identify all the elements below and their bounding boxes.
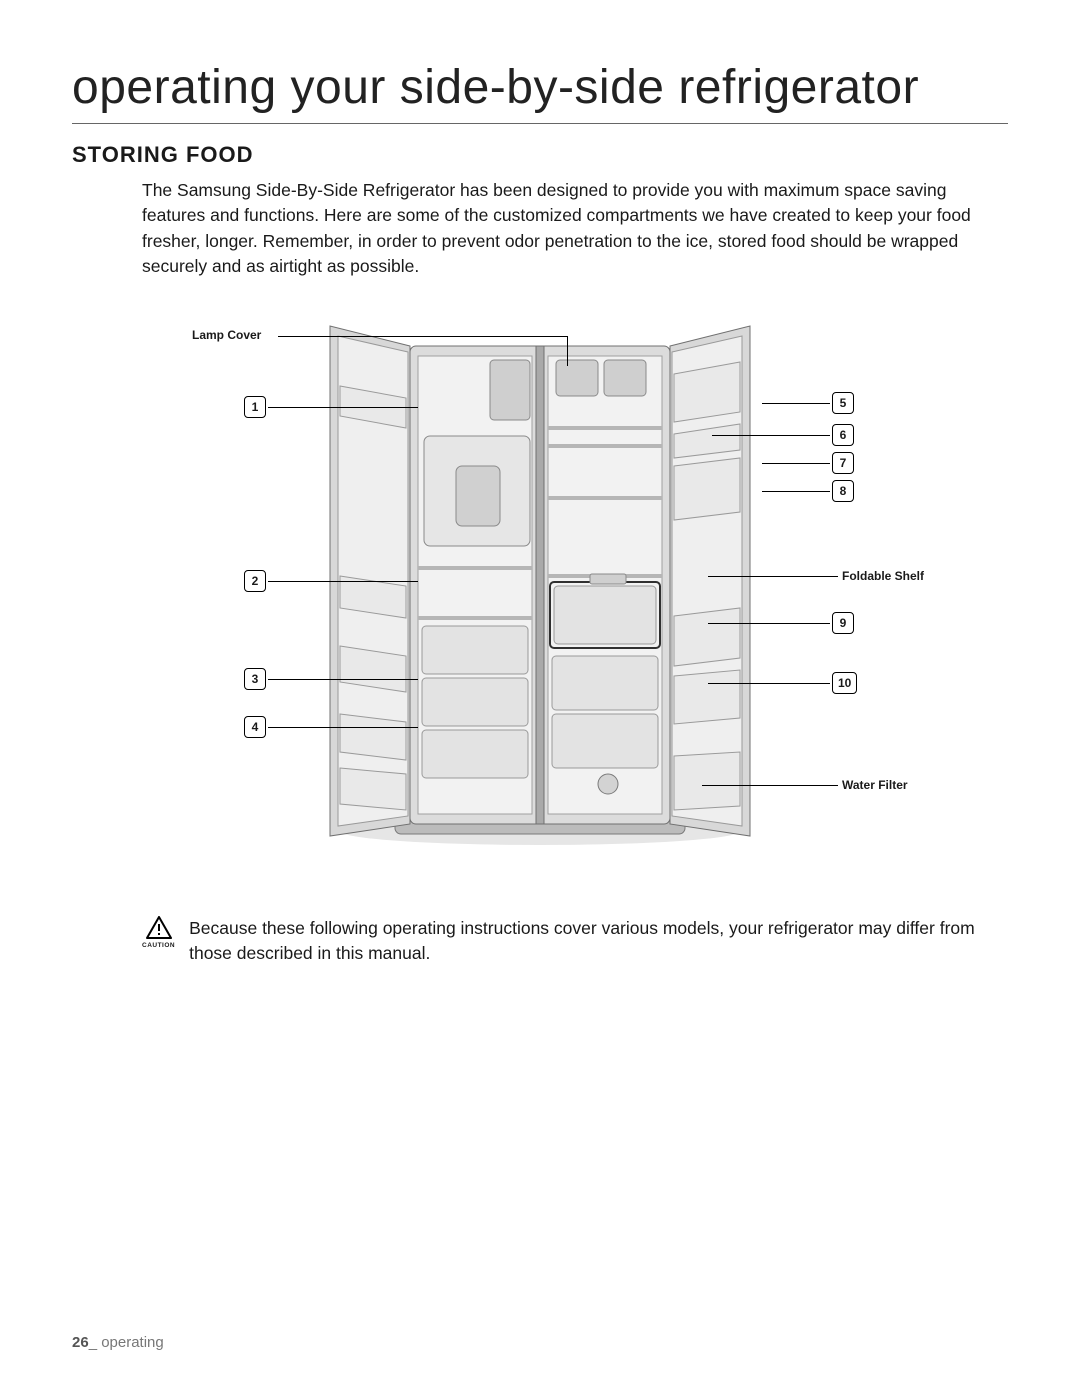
page-number: 26 [72,1334,89,1351]
intro-paragraph: The Samsung Side-By-Side Refrigerator ha… [142,178,1008,280]
callout-6: 6 [832,424,854,446]
callout-1: 1 [244,396,266,418]
leader-6 [712,435,830,436]
label-water-filter: Water Filter [842,778,908,792]
callout-2: 2 [244,570,266,592]
leader-lamp-cover [278,336,568,337]
leader-4 [268,727,418,728]
callout-3: 3 [244,668,266,690]
section-heading: STORING FOOD [72,142,1008,168]
callout-8: 8 [832,480,854,502]
callout-5: 5 [832,392,854,414]
callout-10: 10 [832,672,857,694]
leader-3 [268,679,418,680]
label-foldable-shelf: Foldable Shelf [842,569,924,583]
leader-water-filter [702,785,838,786]
footer-section: _ operating [89,1334,164,1351]
label-lamp-cover: Lamp Cover [192,328,261,342]
leader-10 [708,683,830,684]
leader-2 [268,581,418,582]
leader-8 [762,491,830,492]
caution-icon: CAUTION [142,916,175,949]
page-footer: 26_ operating [72,1334,164,1351]
refrigerator-svg [260,316,820,856]
caution-label: CAUTION [142,942,175,949]
callout-7: 7 [832,452,854,474]
callout-4: 4 [244,716,266,738]
page-title: operating your side-by-side refrigerator [72,60,1008,124]
caution-text: Because these following operating instru… [189,916,1008,967]
leader-foldable [708,576,838,577]
leader-lamp-cover-v [567,336,568,366]
caution-note: CAUTION Because these following operatin… [142,916,1008,967]
leader-9 [708,623,830,624]
leader-1 [268,407,418,408]
leader-7 [762,463,830,464]
refrigerator-diagram: Lamp Cover Foldable Shelf Water Filter 1… [72,316,1008,876]
callout-9: 9 [832,612,854,634]
leader-5 [762,403,830,404]
